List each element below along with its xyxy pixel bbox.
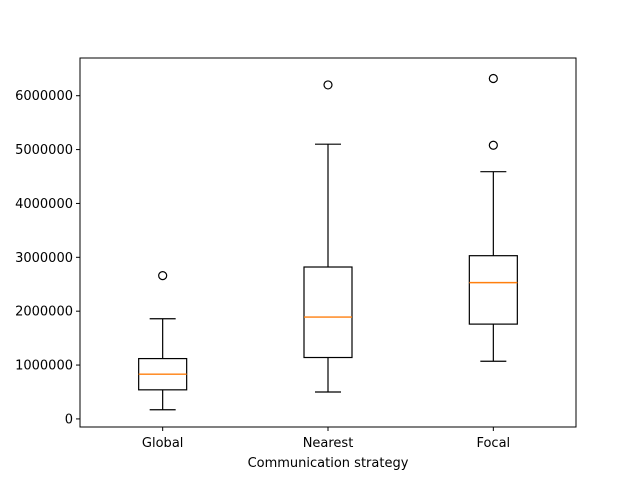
outlier-point xyxy=(488,140,498,150)
outlier-point xyxy=(488,73,498,84)
box-group-global xyxy=(138,271,188,411)
box-group-focal xyxy=(468,73,518,362)
x-tick-label-global: Global xyxy=(142,436,183,451)
outlier-point xyxy=(158,271,168,281)
y-tick-label: 2000000 xyxy=(15,305,73,320)
iqr-box xyxy=(303,266,353,359)
x-axis-label: Communication strategy xyxy=(248,456,409,471)
outlier-point xyxy=(323,80,333,90)
y-tick-label: 6000000 xyxy=(15,89,73,104)
x-tick-label-focal: Focal xyxy=(476,436,510,451)
x-tick-label-nearest: Nearest xyxy=(303,436,354,451)
y-tick-label: 5000000 xyxy=(15,143,73,158)
y-tick-label: 1000000 xyxy=(15,359,73,374)
chart-marks xyxy=(138,73,518,411)
box-group-nearest xyxy=(303,80,353,393)
y-axis: 0 1000000 2000000 3000000 4000000 5000000 6000… xyxy=(15,89,80,427)
iqr-box xyxy=(468,255,518,325)
x-axis: Global Nearest Focal xyxy=(142,427,510,451)
y-tick-label: 3000000 xyxy=(15,251,73,266)
y-tick-label: 0 xyxy=(65,412,73,427)
y-tick-label: 4000000 xyxy=(15,197,73,212)
